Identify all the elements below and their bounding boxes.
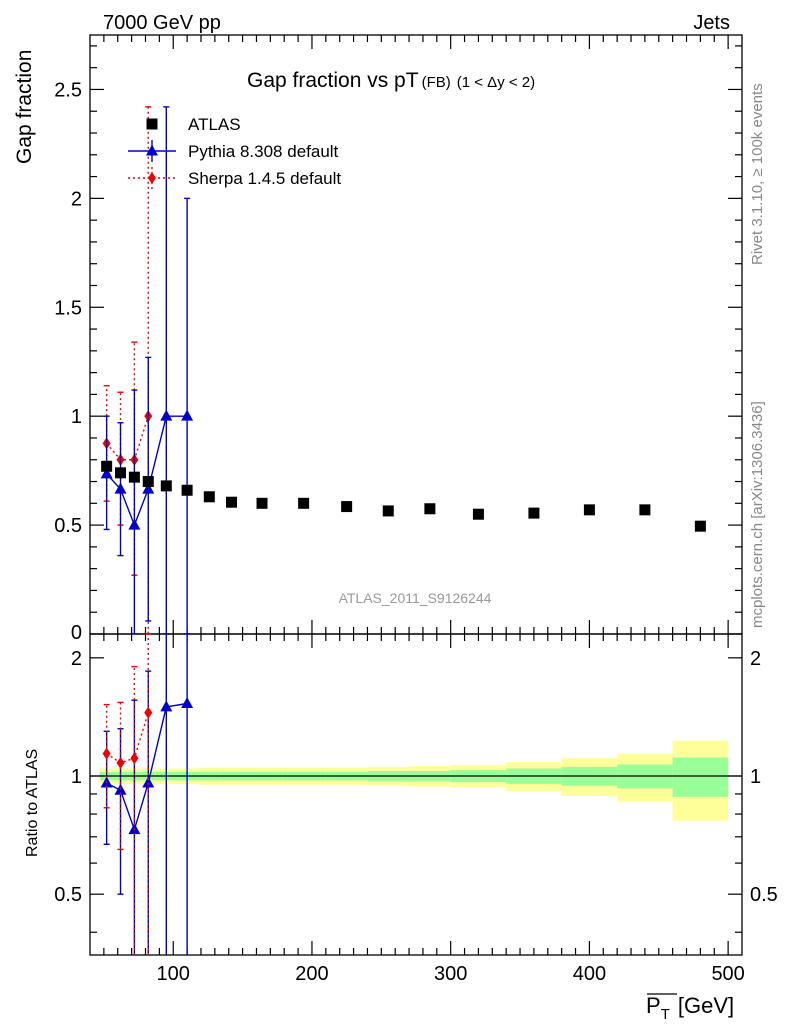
x-tick-label: 300 [434, 963, 467, 985]
chart-title-sub: (FB) [422, 74, 451, 91]
series-0-point [472, 508, 484, 520]
x-axis: 100 200 300 400 500 [103, 35, 745, 985]
series-0-point [203, 491, 215, 503]
x-axis-label: PT [GeV] [646, 993, 734, 1023]
legend-label: Sherpa 1.4.5 default [188, 169, 341, 188]
legend-marker [148, 172, 156, 184]
ratio-y-tick-label-right: 2 [750, 648, 761, 670]
y-axis-label-main: Gap fraction [13, 50, 36, 164]
ratio-y-axis: 0.5 0.5 1 1 2 2 [54, 648, 778, 933]
series-1-point [128, 518, 141, 530]
ratio-series-2-point [144, 706, 153, 719]
mcplots-label: mcplots.cern.ch [arXiv:1306.3436] [749, 401, 766, 628]
main-y-tick-label: 0.5 [54, 515, 82, 537]
legend-marker [146, 118, 158, 130]
legend: ATLAS Pythia 8.308 default Sherpa 1.4.5 de… [128, 115, 341, 189]
series-0-point [115, 467, 127, 479]
ratio-y-tick-label: 0.5 [54, 884, 82, 906]
analysis-watermark: ATLAS_2011_S9126244 [339, 590, 492, 606]
ratio-y-tick-label-right: 1 [750, 766, 761, 788]
header-right: Jets [693, 12, 730, 34]
ratio-series-2-line [106, 712, 149, 764]
series-0-point [101, 460, 113, 472]
main-plot-series [100, 106, 706, 635]
ratio-series-2-point [116, 756, 125, 769]
series-1-point [100, 467, 113, 479]
series-1-point [181, 409, 194, 421]
chart-title: Gap fraction vs pT (FB) (1 < Δy < 2) [247, 69, 535, 92]
x-tick-label: 400 [573, 963, 606, 985]
series-0-point [128, 471, 140, 483]
main-y-tick-label: 1.5 [54, 297, 82, 319]
x-tick-label: 200 [295, 963, 328, 985]
main-y-tick-label: 1 [71, 406, 82, 428]
main-y-tick-label-zero: 0 [71, 622, 82, 644]
series-2-line [106, 415, 149, 461]
main-y-tick-label: 2.5 [54, 79, 82, 101]
ratio-y-tick-label: 1 [71, 766, 82, 788]
x-tick-label: 100 [157, 963, 190, 985]
header-left: 7000 GeV pp [103, 12, 221, 34]
legend-marker [146, 144, 158, 156]
series-0-point [298, 497, 310, 509]
series-1-point [114, 482, 127, 494]
y-axis-label-ratio: Ratio to ATLAS [24, 749, 41, 857]
series-0-point [424, 503, 436, 515]
legend-label: Pythia 8.308 default [188, 142, 339, 161]
series-0-point [142, 476, 154, 488]
x-axis-label-sub: T [661, 1006, 670, 1023]
series-0-point [639, 504, 651, 516]
ratio-series-1-point [160, 700, 173, 712]
series-0-point [225, 496, 237, 508]
main-y-tick-label: 2 [71, 188, 82, 210]
x-axis-label-main: PT [GeV] [646, 993, 734, 1023]
series-0-point [181, 484, 193, 496]
ratio-series-2-point [102, 747, 111, 760]
series-0-point [694, 520, 706, 532]
ratio-plot-series [100, 634, 194, 955]
x-axis-label-p: P [646, 993, 661, 1018]
chart-title-main: Gap fraction vs pT [247, 69, 419, 92]
series-0-point [160, 480, 172, 492]
x-tick-label: 500 [711, 963, 744, 985]
x-axis-label-unit: [GeV] [678, 993, 734, 1018]
ratio-series-1-point [142, 776, 155, 788]
legend-label: ATLAS [188, 115, 241, 134]
series-0-point [528, 507, 540, 519]
series-0-point [583, 504, 595, 516]
ratio-series-2-point [130, 752, 139, 765]
series-0-point [382, 505, 394, 517]
chart-title-range: (1 < Δy < 2) [457, 74, 535, 91]
ratio-y-tick-label: 2 [71, 648, 82, 670]
ratio-y-tick-label-right: 0.5 [750, 884, 778, 906]
main-y-axis: 0.5 1 1.5 2 2.5 0 [54, 45, 742, 644]
series-1-point [160, 409, 173, 421]
ratio-series-1-point [181, 697, 194, 709]
rivet-version-label: Rivet 3.1.10, ≥ 100k events [749, 83, 766, 265]
series-1-point [142, 482, 155, 494]
series-0-point [256, 497, 268, 509]
series-0-point [341, 501, 353, 513]
ratio-band-green [672, 757, 729, 797]
